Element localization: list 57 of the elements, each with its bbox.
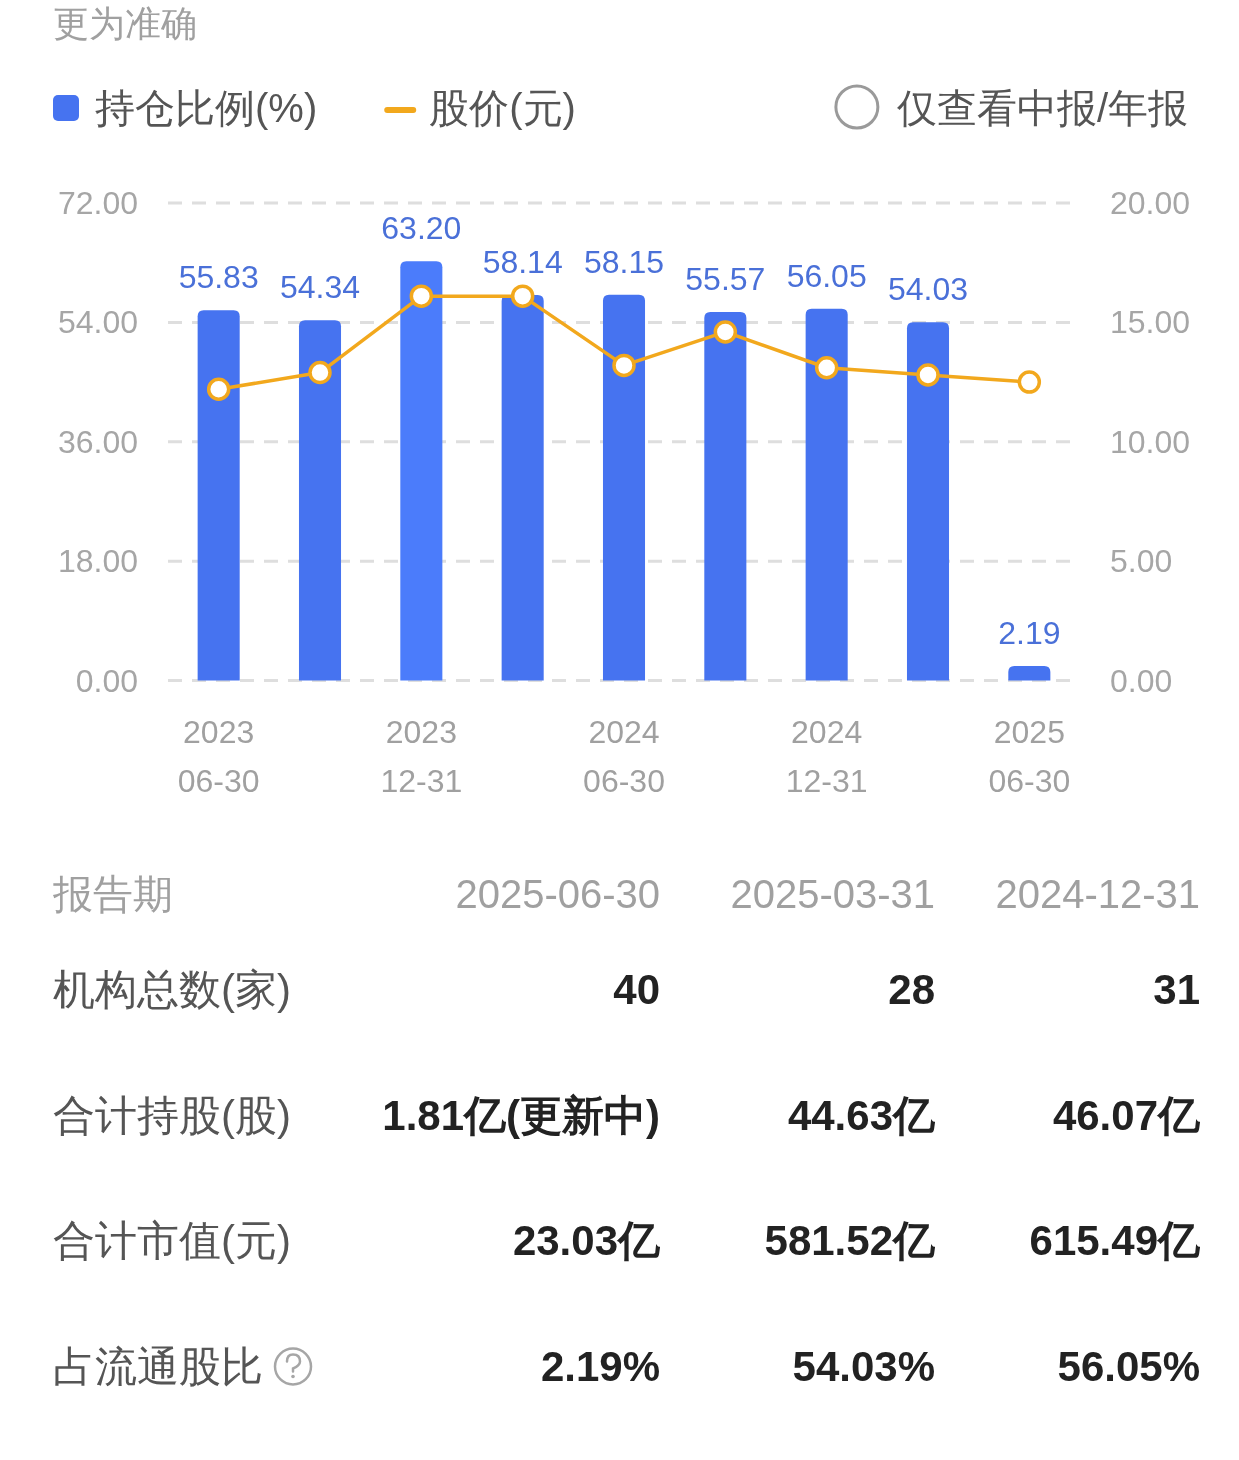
data-label: 56.05	[786, 257, 867, 294]
text: 54.03%	[792, 1342, 935, 1390]
y-tick-label: 54.00	[57, 304, 138, 341]
text: 合计持股(股)	[53, 1091, 291, 1139]
text: 2024-12-31	[995, 872, 1200, 916]
text: 更为准确	[53, 3, 197, 44]
text: 31	[1153, 966, 1200, 1013]
text: 56.05%	[1057, 1342, 1200, 1390]
y2-tick-label: 15.00	[1110, 304, 1191, 341]
data-label: 55.83	[178, 259, 259, 296]
text: 44.63亿	[787, 1091, 936, 1139]
y-tick-label: 18.00	[57, 543, 138, 580]
x-tick-label: 2024 06-30	[583, 714, 665, 799]
point	[814, 356, 839, 380]
y-tick-label: 72.00	[57, 185, 138, 221]
text: 报告期	[52, 872, 173, 916]
data-label: 58.14	[482, 243, 563, 280]
data-label: 58.15	[583, 243, 665, 280]
data-label: 54.34	[279, 269, 361, 306]
text: 2025-06-30	[455, 872, 660, 916]
text: 合计市值(元)	[53, 1217, 291, 1264]
text: 2.19%	[540, 1342, 660, 1390]
y-tick-label: 36.00	[57, 423, 138, 460]
point	[713, 320, 738, 344]
text: 占流通股比	[53, 1342, 263, 1390]
data-label: 2.19	[998, 615, 1061, 652]
point	[308, 360, 332, 385]
point	[612, 353, 636, 378]
y2-tick-label: 10.00	[1110, 423, 1191, 460]
x-tick-label: 2025 06-30	[988, 714, 1071, 799]
text: 1.81亿(更新中)	[382, 1091, 660, 1139]
legend-label: 股价(元)	[429, 86, 576, 130]
text: 40	[613, 966, 660, 1013]
x-tick-label: 2023 12-31	[380, 714, 463, 799]
data-label: 54.03	[887, 271, 969, 308]
x-tick-label: 2024 12-31	[785, 714, 868, 799]
text: 615.49亿	[1029, 1217, 1201, 1264]
legend-label: 持仓比例(%)	[95, 86, 318, 130]
text: 46.07亿	[1052, 1091, 1201, 1139]
point	[206, 377, 231, 402]
text: 仅查看中报/年报	[896, 86, 1188, 130]
point	[510, 284, 535, 308]
text: 23.03亿	[512, 1217, 661, 1264]
text: 28	[888, 966, 935, 1013]
x-tick-label: 2023 06-30	[177, 714, 260, 799]
y2-tick-label: 5.00	[1110, 543, 1173, 580]
text: 581.52亿	[764, 1217, 936, 1264]
y2-tick-label: 0.00	[1110, 662, 1173, 699]
point	[409, 284, 434, 308]
text: 机构总数(家)	[53, 966, 291, 1013]
y-tick-label: 0.00	[75, 662, 138, 699]
data-label: 55.57	[685, 260, 766, 297]
point	[1017, 370, 1042, 394]
text: 2025-03-31	[730, 872, 935, 916]
data-label: 63.20	[381, 210, 462, 247]
point	[916, 363, 940, 387]
y2-tick-label: 20.00	[1110, 185, 1191, 221]
